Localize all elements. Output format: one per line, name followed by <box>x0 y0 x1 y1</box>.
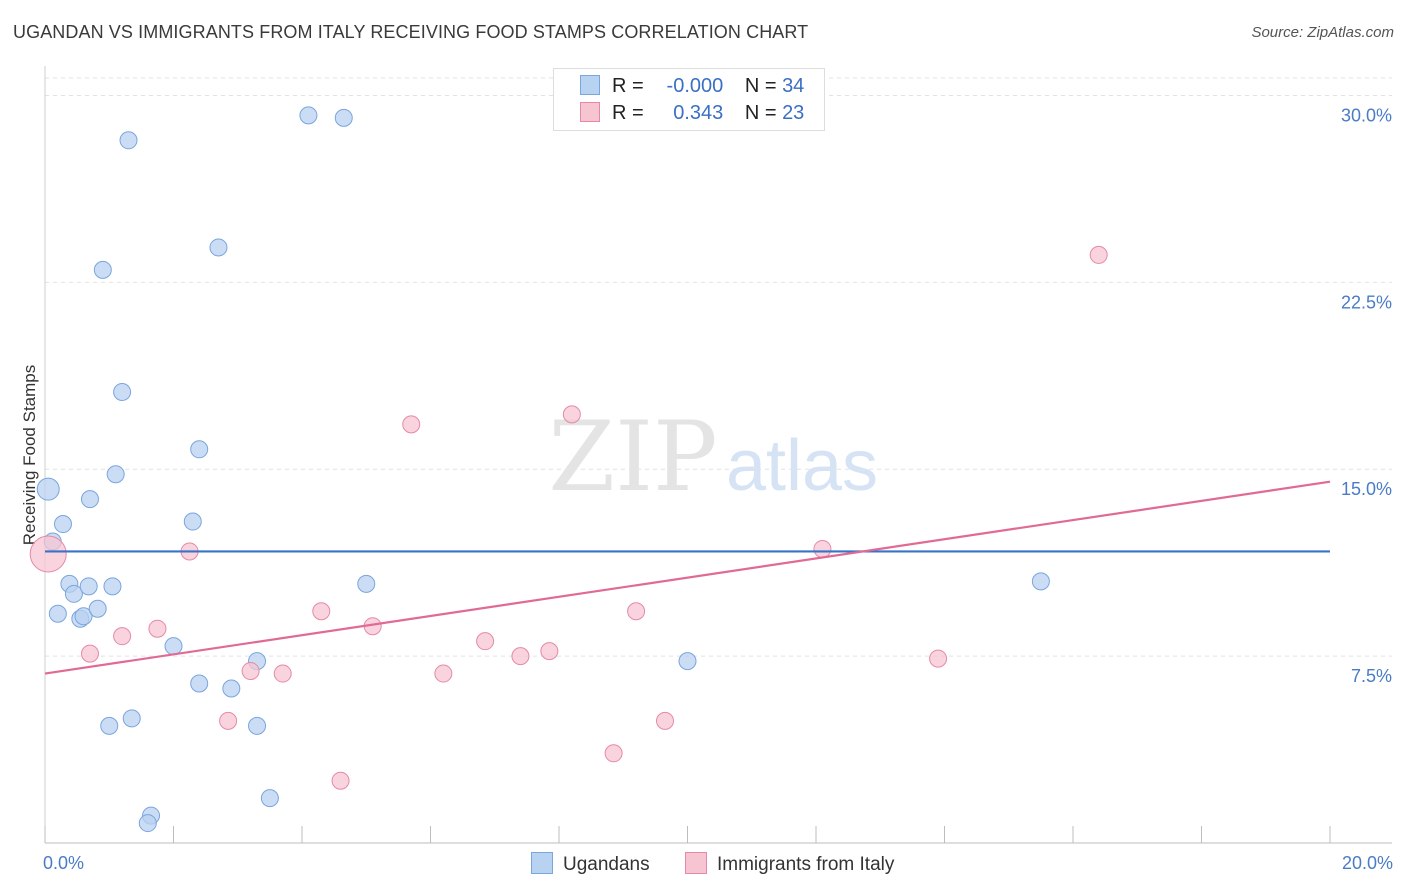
legend-row-ugandans: R = -0.000 N = 34 <box>580 75 804 99</box>
ugandans-point <box>209 238 228 257</box>
x-tick-label: 20.0% <box>1342 853 1393 873</box>
italy-point <box>562 405 581 424</box>
italy-point <box>1089 245 1108 264</box>
ugandans-point <box>299 106 318 125</box>
ugandans-point <box>74 607 93 626</box>
ugandans-point <box>164 637 183 656</box>
ugandans-point <box>88 599 107 618</box>
ugandans-point <box>222 679 241 698</box>
source-credit: Source: ZipAtlas.com <box>1251 24 1394 41</box>
ugandans-point <box>357 574 376 593</box>
ugandans-point <box>122 709 141 728</box>
series-name: Ugandans <box>563 854 650 875</box>
italy-point <box>273 664 292 683</box>
italy-point <box>113 627 132 646</box>
gridlines <box>45 77 1392 657</box>
legend-r-label: R = <box>612 102 644 124</box>
series-legend-italy: Immigrants from Italy <box>685 852 894 876</box>
ugandans-point <box>248 716 267 735</box>
italy-point <box>511 647 530 666</box>
italy-point <box>813 539 832 558</box>
legend-n-label: N = <box>744 75 777 97</box>
italy-point <box>241 662 260 681</box>
x-tick-label: 0.0% <box>43 853 84 873</box>
ugandans-point <box>119 131 138 150</box>
ugandans-point <box>79 577 98 596</box>
legend-row-italy: R = 0.343 N = 23 <box>580 102 804 126</box>
ugandans-point <box>64 584 83 603</box>
chart-title: UGANDAN VS IMMIGRANTS FROM ITALY RECEIVI… <box>13 22 809 42</box>
legend-r-value: -0.000 <box>666 75 724 97</box>
italy-point <box>434 664 453 683</box>
ugandans-point <box>103 577 122 596</box>
legend-n-value: 23 <box>782 102 805 124</box>
legend-n-value: 34 <box>782 75 805 97</box>
legend-swatch-italy <box>580 102 600 122</box>
y-tick-label: 30.0% <box>1341 105 1392 125</box>
ugandans-point <box>93 260 112 279</box>
correlation-legend: R = -0.000 N = 34 R = 0.343 N = 23 <box>553 68 825 131</box>
trend-lines <box>44 480 1331 675</box>
italy-point <box>656 711 675 730</box>
ugandans-point <box>138 814 157 833</box>
tick-labels: 7.5% 15.0% 22.5% 30.0% 0.0% 20.0% <box>43 105 1393 873</box>
italy-point <box>604 744 623 763</box>
italy-point <box>627 602 646 621</box>
ugandans-point <box>106 465 125 484</box>
ugandans-point <box>36 477 60 501</box>
italy-point <box>402 415 421 434</box>
ugandans-point <box>48 604 67 623</box>
ugandans-point <box>1031 572 1050 591</box>
legend-r-value: 0.343 <box>673 102 724 124</box>
italy-point <box>929 649 948 668</box>
ugandans-point <box>190 674 209 693</box>
ugandans-point <box>678 652 697 671</box>
italy-trend-line <box>44 480 1331 675</box>
series-swatch-italy <box>685 852 707 874</box>
ugandans-point <box>53 515 72 534</box>
ugandans-point <box>100 716 119 735</box>
italy-point <box>148 619 167 638</box>
legend-swatch-ugandans <box>580 75 600 95</box>
italy-point <box>219 711 238 730</box>
italy-point <box>312 602 331 621</box>
ugandans-point <box>190 440 209 459</box>
legend-r-label: R = <box>612 75 644 97</box>
series-swatch-ugandans <box>531 852 553 874</box>
italy-point <box>540 642 559 661</box>
ugandans-point <box>334 108 353 127</box>
axes <box>44 66 1392 844</box>
series-legend-ugandans: Ugandans <box>531 852 650 876</box>
watermark-atlas: atlas <box>726 426 878 506</box>
series-name: Immigrants from Italy <box>717 854 895 875</box>
italy-point <box>80 644 99 663</box>
watermark: ZIP atlas <box>548 401 878 513</box>
italy-point <box>476 632 495 651</box>
italy-point <box>331 771 350 790</box>
italy-point <box>29 535 67 573</box>
legend-n-label: N = <box>744 102 777 124</box>
ugandans-point <box>113 382 132 401</box>
ugandans-point <box>260 789 279 808</box>
y-tick-label: 7.5% <box>1351 666 1392 686</box>
ugandans-point <box>80 490 99 509</box>
y-tick-label: 15.0% <box>1341 479 1392 499</box>
ugandans-point <box>183 512 202 531</box>
y-tick-label: 22.5% <box>1341 292 1392 312</box>
